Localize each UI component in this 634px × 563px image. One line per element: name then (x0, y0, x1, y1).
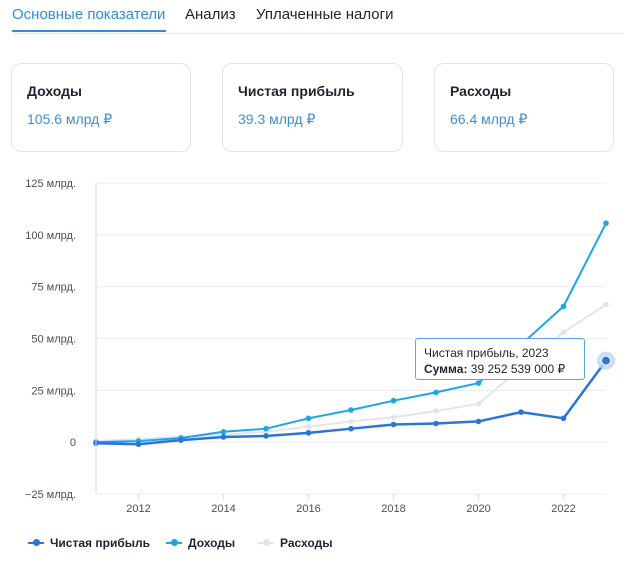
x-tick-label: 2014 (211, 503, 235, 515)
legend-label: Расходы (280, 536, 333, 550)
data-point[interactable] (178, 437, 184, 443)
tooltip-label: Сумма: (424, 362, 468, 376)
active-tab-indicator (12, 30, 166, 32)
data-point[interactable] (475, 380, 482, 386)
legend-dot (263, 539, 270, 546)
income-card: Доходы 105.6 млрд ₽ (11, 63, 191, 152)
data-point[interactable] (433, 408, 439, 414)
data-point[interactable] (603, 301, 609, 308)
card-value: 105.6 млрд ₽ (27, 111, 113, 127)
highlight-point[interactable] (601, 355, 611, 366)
y-tick-label: 100 млрд. (25, 230, 76, 242)
data-point[interactable] (433, 420, 439, 427)
x-tick-label: 2016 (296, 503, 320, 515)
x-tick-label: 2022 (551, 503, 575, 515)
legend-label: Доходы (188, 536, 236, 550)
x-tick-label: 2012 (126, 503, 150, 515)
series-line-расходы (95, 303, 607, 443)
data-point[interactable] (560, 415, 567, 422)
data-point[interactable] (560, 303, 567, 310)
data-point[interactable] (348, 425, 354, 432)
card-value: 66.4 млрд ₽ (450, 111, 528, 127)
data-point[interactable] (518, 409, 524, 415)
legend-dot (171, 539, 178, 546)
net-profit-card: Чистая прибыль 39.3 млрд ₽ (222, 63, 403, 152)
card-value: 39.3 млрд ₽ (238, 111, 316, 127)
expenses-card: Расходы 66.4 млрд ₽ (434, 63, 614, 152)
y-tick-label: 0 (70, 437, 76, 449)
data-point[interactable] (560, 329, 567, 336)
legend-dot (33, 539, 40, 546)
data-point[interactable] (390, 397, 397, 404)
chart-legend: Чистая прибыль Доходы Расходы (28, 535, 368, 553)
card-title: Чистая прибыль (238, 83, 355, 99)
data-point[interactable] (135, 441, 142, 448)
data-point[interactable] (305, 423, 312, 430)
tooltip-value: 39 252 539 000 ₽ (470, 362, 566, 376)
data-point[interactable] (475, 418, 482, 425)
data-point[interactable] (263, 433, 269, 439)
data-point[interactable] (305, 415, 312, 422)
legend-item-expenses[interactable]: Расходы (258, 535, 358, 553)
data-point[interactable] (220, 434, 227, 440)
card-title: Доходы (27, 83, 82, 99)
y-tick-label: −25 млрд. (25, 489, 76, 501)
tab-analysis[interactable]: Анализ (185, 6, 236, 23)
x-tick-label: 2018 (381, 503, 405, 515)
legend-item-net-profit[interactable]: Чистая прибыль (28, 535, 158, 553)
y-tick-label: 125 млрд. (25, 178, 76, 190)
data-point[interactable] (390, 414, 397, 421)
card-title: Расходы (450, 83, 512, 99)
data-point[interactable] (263, 425, 269, 432)
data-point[interactable] (348, 407, 354, 413)
tooltip-title: Чистая прибыль, 2023 (424, 346, 549, 360)
y-tick-label: 50 млрд. (31, 334, 76, 346)
data-point[interactable] (220, 429, 227, 435)
data-point[interactable] (433, 389, 439, 396)
legend-label: Чистая прибыль (50, 536, 150, 550)
y-tick-label: 75 млрд. (31, 282, 76, 294)
chart-tooltip: Чистая прибыль, 2023 Сумма: 39 252 539 0… (415, 338, 585, 380)
y-tick-label: 25 млрд. (31, 385, 76, 397)
data-point[interactable] (475, 401, 482, 407)
x-tick-label: 2020 (466, 503, 490, 515)
legend-item-income[interactable]: Доходы (166, 535, 256, 553)
tab-bar: Основные показатели Анализ Уплаченные на… (12, 0, 624, 34)
data-point[interactable] (305, 430, 312, 436)
data-point[interactable] (603, 220, 609, 227)
data-point[interactable] (390, 421, 397, 428)
tab-paid-taxes[interactable]: Уплаченные налоги (256, 6, 394, 23)
tab-main-indicators[interactable]: Основные показатели (12, 6, 166, 23)
data-point[interactable] (348, 418, 354, 425)
